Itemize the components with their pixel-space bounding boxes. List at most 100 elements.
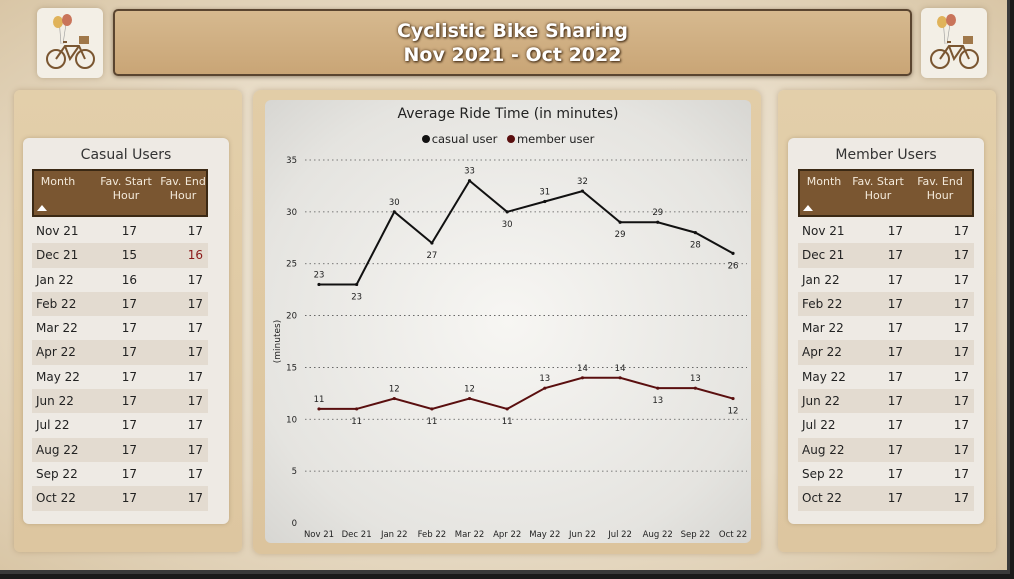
y-tick-label: 20 [286,312,297,322]
table-row[interactable]: May 22 17 17 [798,365,974,389]
month-column-header[interactable]: Month [40,175,76,188]
member-user-point [693,386,697,390]
dashboard-title: Cyclistic Bike Sharing Nov 2021 - Oct 20… [113,9,912,76]
month-cell: Jun 22 [36,394,74,409]
fav-start-hour-cell: 17 [121,369,137,384]
table-row[interactable]: Nov 21 17 17 [32,219,208,243]
fav-end-hour-cell: 17 [187,272,203,287]
fav-end-hour-column-header[interactable]: Fav. End Hour [160,175,206,202]
table-row[interactable]: Jun 22 17 17 [32,389,208,414]
casual-table-header[interactable]: Month Fav. Start Hour Fav. End Hour [32,169,208,217]
title-line-1: Cyclistic Bike Sharing [396,20,629,42]
casual-user-data-label: 23 [351,292,362,302]
month-cell: Feb 22 [36,296,77,311]
member-user-data-label: 12 [728,407,739,417]
fav-start-hour-cell: 17 [121,296,137,311]
table-row[interactable]: Sep 22 17 17 [32,462,208,486]
sort-asc-icon[interactable] [37,205,47,211]
table-row[interactable]: Mar 22 17 17 [798,316,974,340]
bicycle-icon-left [37,8,103,78]
casual-user-point [731,251,735,255]
casual-user-point [317,282,321,287]
member-user-point [505,407,509,411]
fav-end-hour-cell: 16 [187,248,203,263]
month-cell: Jan 22 [802,272,840,287]
fav-end-hour-cell: 17 [953,224,969,238]
member-user-point [543,386,547,390]
casual-user-data-label: 30 [502,220,513,230]
table-row[interactable]: Mar 22 17 17 [32,316,208,340]
member-user-point [317,407,321,411]
casual-user-data-label: 30 [389,198,400,208]
table-row[interactable]: Nov 21 17 17 [798,219,974,243]
fav-end-hour-cell: 17 [953,321,969,336]
x-tick-label: May 22 [529,530,560,540]
sort-asc-icon[interactable] [803,205,813,211]
y-tick-label: 15 [286,363,297,373]
fav-start-hour-cell: 17 [887,491,903,506]
table-row[interactable]: Dec 21 17 17 [798,243,974,268]
member-user-data-label: 11 [314,395,325,405]
member-table-header[interactable]: Month Fav. Start Hour Fav. End Hour [798,169,974,217]
member-user-data-label: 12 [389,385,400,395]
month-cell: Nov 21 [802,224,845,238]
fav-end-hour-cell: 17 [953,296,969,311]
x-tick-label: Aug 22 [643,530,673,540]
table-row[interactable]: Dec 21 15 16 [32,243,208,268]
legend-member-label: member user [516,132,595,146]
casual-user-point [355,282,359,287]
fav-start-hour-cell: 17 [887,296,903,311]
fav-end-hour-cell: 17 [953,491,969,506]
member-user-point [355,407,359,411]
month-cell: Jun 22 [802,394,840,409]
table-row[interactable]: Apr 22 17 17 [798,340,974,365]
table-row[interactable]: Jun 22 17 17 [798,389,974,414]
member-users-table: Member Users Month Fav. Start Hour Fav. … [788,138,984,524]
fav-start-hour-cell: 17 [887,345,903,360]
x-tick-label: Sep 22 [681,530,711,540]
month-cell: Jul 22 [802,418,836,433]
legend-member-dot [506,135,515,143]
fav-start-hour-cell: 17 [887,466,903,481]
month-cell: Feb 22 [802,296,843,311]
casual-user-point [505,210,509,214]
fav-end-hour-cell: 17 [953,394,969,409]
table-row[interactable]: Jul 22 17 17 [798,413,974,437]
month-cell: Aug 22 [36,442,79,457]
legend-casual-label: casual user [431,132,498,146]
table-row[interactable]: Aug 22 17 17 [32,437,208,462]
table-row[interactable]: Feb 22 17 17 [798,291,974,317]
fav-start-hour-column-header[interactable]: Fav. Start Hour [852,175,904,202]
fav-end-hour-cell: 17 [953,345,969,360]
table-row[interactable]: Feb 22 17 17 [32,291,208,317]
month-cell: Apr 22 [36,345,76,360]
member-user-point [467,396,472,401]
table-row[interactable]: Sep 22 17 17 [798,462,974,486]
month-cell: Aug 22 [802,442,845,457]
table-row[interactable]: May 22 17 17 [32,365,208,389]
table-row[interactable]: Aug 22 17 17 [798,437,974,462]
fav-end-hour-cell: 17 [187,442,203,457]
table-row[interactable]: Oct 22 17 17 [32,486,208,511]
table-row[interactable]: Jan 22 17 17 [798,268,974,292]
month-column-header[interactable]: Month [806,175,842,188]
casual-user-data-label: 28 [690,241,701,251]
y-tick-label: 5 [292,467,297,477]
fav-end-hour-column-header[interactable]: Fav. End Hour [917,175,963,202]
casual-user-data-label: 26 [728,261,739,271]
table-row[interactable]: Oct 22 17 17 [798,486,974,511]
table-row[interactable]: Jan 22 16 17 [32,268,208,292]
month-cell: Jul 22 [36,418,70,433]
title-line-2: Nov 2021 - Oct 2022 [403,44,622,66]
member-user-data-label: 13 [652,396,663,406]
y-tick-label: 0 [292,519,297,529]
x-tick-label: Jun 22 [568,530,596,540]
month-cell: Oct 22 [802,491,842,506]
member-user-data-label: 11 [351,417,362,427]
fav-end-hour-cell: 17 [187,394,203,409]
member-user-point [392,396,396,401]
ride-time-chart[interactable]: Average Ride Time (in minutes) casual us… [265,100,751,543]
table-row[interactable]: Apr 22 17 17 [32,340,208,365]
table-row[interactable]: Jul 22 17 17 [32,413,208,437]
fav-start-hour-column-header[interactable]: Fav. Start Hour [100,175,152,202]
